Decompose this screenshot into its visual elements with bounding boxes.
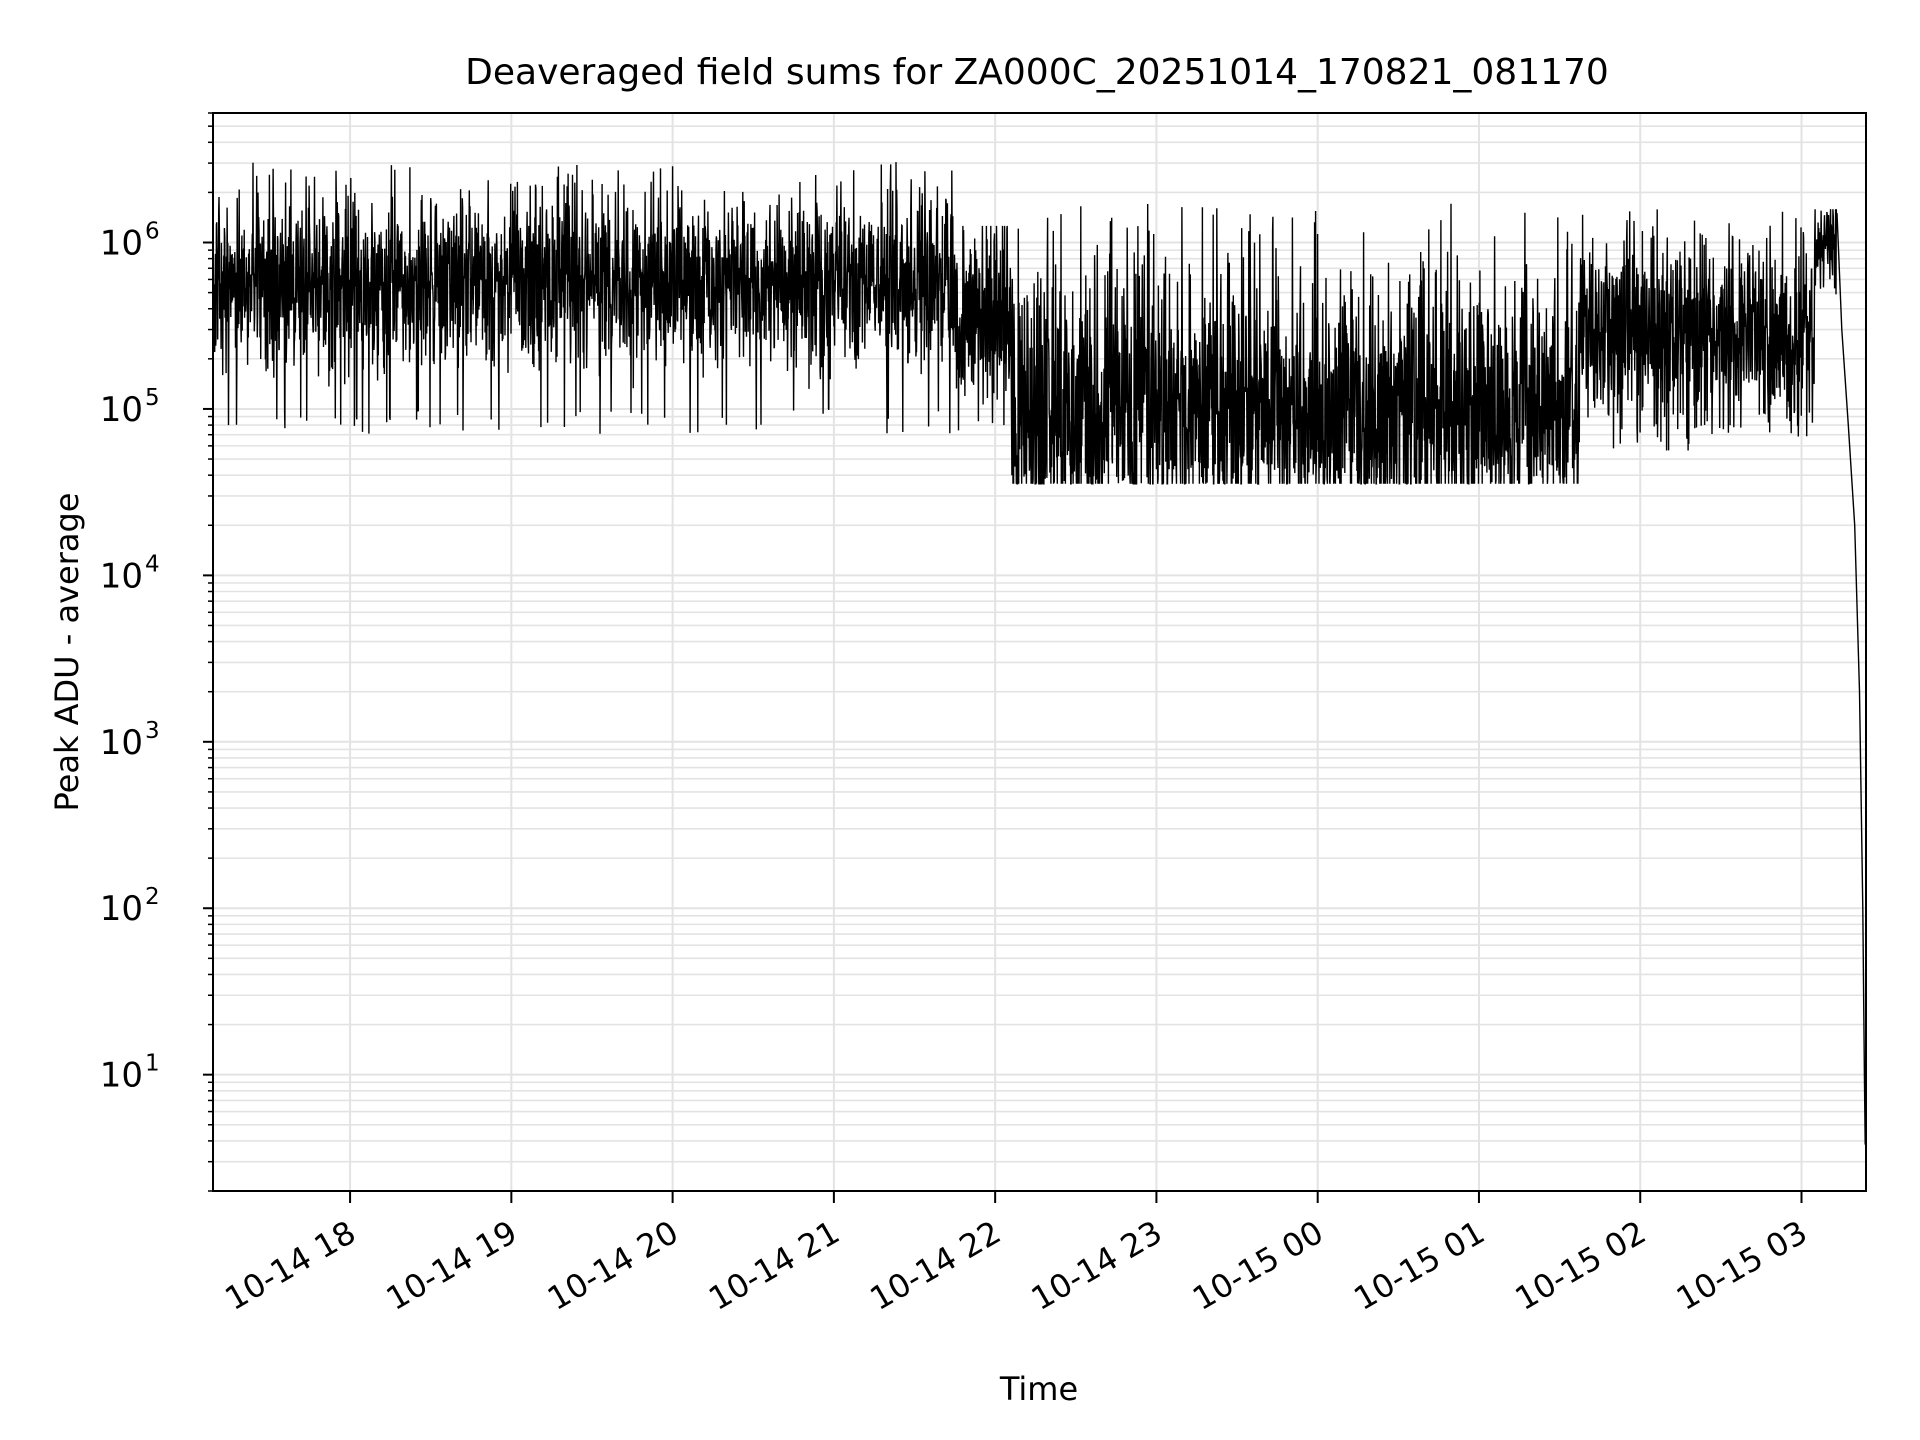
- plot-frame: [212, 112, 1867, 1192]
- data-series: [212, 162, 1866, 1145]
- y-tick-exponent: 3: [145, 718, 160, 744]
- y-tick-exponent: 5: [145, 385, 160, 411]
- y-tick-exponent: 6: [145, 219, 160, 245]
- y-axis-label: Peak ADU - average: [48, 493, 86, 812]
- y-tick-exponent: 4: [145, 551, 160, 577]
- y-tick-label: 10: [100, 390, 143, 430]
- y-tick-label: 10: [100, 224, 143, 264]
- y-tick-label: 10: [100, 1056, 143, 1096]
- series-line: [212, 162, 1866, 1145]
- y-tick-label: 10: [100, 723, 143, 763]
- grid: [213, 112, 1866, 1192]
- y-tick-exponent: 1: [145, 1051, 160, 1077]
- y-tick-exponent: 2: [145, 884, 160, 910]
- y-tick-label: 10: [100, 889, 143, 929]
- x-axis-label: Time: [999, 1370, 1078, 1408]
- y-tick-label: 10: [100, 556, 143, 596]
- chart-title: Deaveraged field sums for ZA000C_2025101…: [465, 52, 1609, 93]
